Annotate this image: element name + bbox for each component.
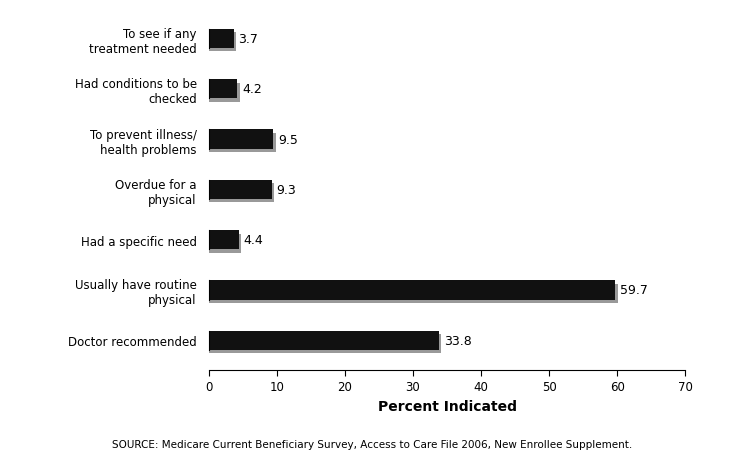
Bar xyxy=(209,83,240,102)
Bar xyxy=(209,331,439,350)
Text: SOURCE: Medicare Current Beneficiary Survey, Access to Care File 2006, New Enrol: SOURCE: Medicare Current Beneficiary Sur… xyxy=(112,439,633,449)
Text: 9.5: 9.5 xyxy=(278,133,298,146)
Bar xyxy=(209,284,618,304)
Bar xyxy=(209,180,272,199)
Bar xyxy=(209,281,615,300)
Bar xyxy=(209,234,241,253)
Text: 4.2: 4.2 xyxy=(242,83,261,96)
Bar xyxy=(209,230,238,250)
Bar xyxy=(209,335,441,354)
Text: 3.7: 3.7 xyxy=(238,33,259,46)
Text: 59.7: 59.7 xyxy=(620,284,648,297)
Bar xyxy=(209,133,276,153)
Text: 9.3: 9.3 xyxy=(276,184,297,196)
Text: 4.4: 4.4 xyxy=(244,234,263,247)
X-axis label: Percent Indicated: Percent Indicated xyxy=(378,399,516,413)
Bar xyxy=(209,30,234,49)
Bar xyxy=(209,184,274,203)
Text: 33.8: 33.8 xyxy=(443,334,472,347)
Bar xyxy=(209,33,236,52)
Bar xyxy=(209,80,237,99)
Bar xyxy=(209,130,273,149)
